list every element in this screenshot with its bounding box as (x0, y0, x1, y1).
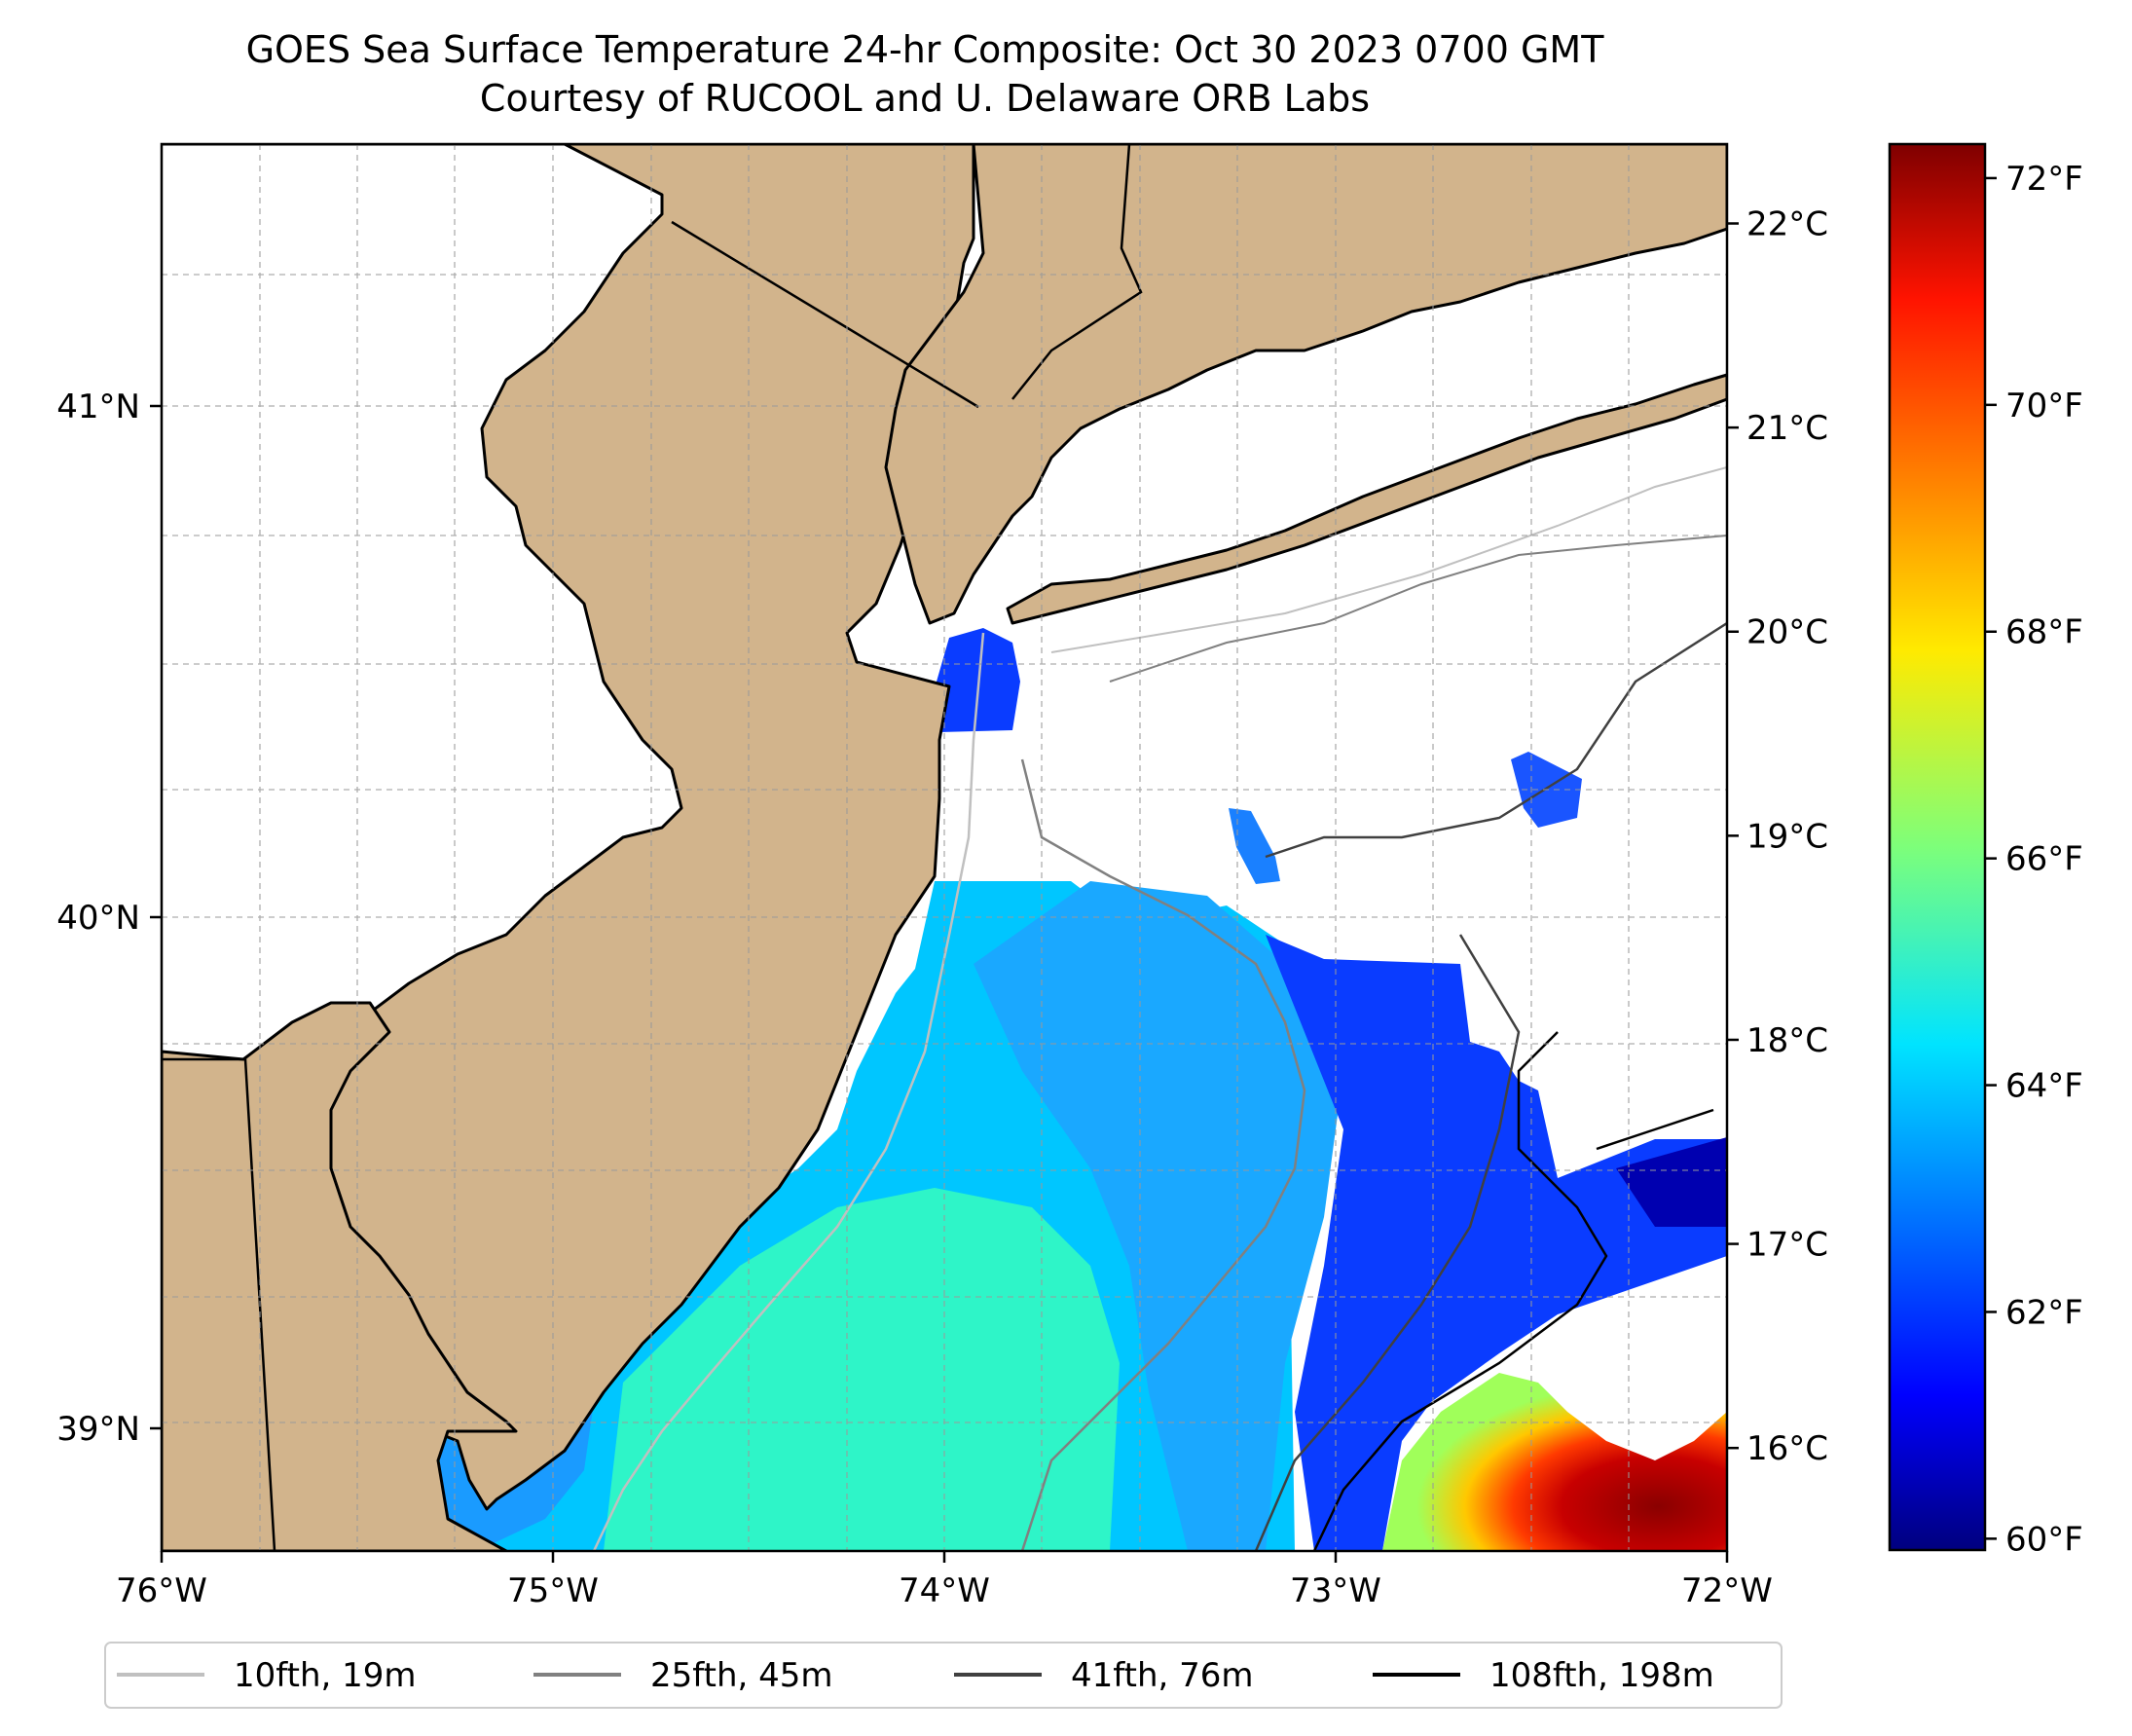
lon-tick-label: 72°W (1681, 1571, 1773, 1610)
contour-19m-ny (1050, 466, 1727, 653)
celsius-tick-label: 17°C (1746, 1226, 1828, 1265)
contour-198m (1312, 1031, 1714, 1551)
sst-midshelf-teal (604, 1188, 1120, 1551)
sst-offshore-blue (1266, 935, 1727, 1551)
celsius-axis: 22°C 21°C 20°C 19°C 18°C 17°C 16°C (1727, 205, 1828, 1468)
lat-tick-label: 39°N (56, 1410, 140, 1449)
chart-subtitle: Courtesy of RUCOOL and U. Delaware ORB L… (479, 77, 1371, 120)
sst-warm-core (1382, 1373, 1727, 1551)
legend-label: 108fth, 198m (1489, 1656, 1714, 1695)
legend-label: 10fth, 19m (234, 1656, 417, 1695)
map-panel (162, 144, 1727, 1551)
legend-label: 25fth, 45m (650, 1656, 833, 1695)
colorbar (1888, 142, 1987, 1552)
lon-tick-label: 73°W (1290, 1571, 1381, 1610)
lon-tick-label: 75°W (507, 1571, 599, 1610)
fahrenheit-tick-label: 68°F (2005, 613, 2083, 652)
fahrenheit-tick-label: 72°F (2005, 160, 2083, 199)
latitude-axis: 41°N 40°N 39°N (56, 388, 162, 1449)
land-long-island (1006, 373, 1727, 625)
contour-19m (592, 632, 985, 1551)
fahrenheit-tick-label: 70°F (2005, 387, 2083, 425)
celsius-tick-label: 22°C (1746, 205, 1828, 244)
celsius-tick-label: 18°C (1746, 1021, 1828, 1060)
ny-nj-border (671, 220, 979, 409)
fahrenheit-tick-label: 64°F (2005, 1067, 2083, 1106)
contour-45m (1020, 758, 1306, 1551)
fahrenheit-tick-label: 60°F (2005, 1520, 2083, 1559)
legend: 10fth, 19m 25fth, 45m 41fth, 76m 108fth, 19… (104, 1642, 1783, 1709)
fahrenheit-tick-label: 62°F (2005, 1293, 2083, 1332)
fahrenheit-tick-label: 66°F (2005, 840, 2083, 879)
sst-field (438, 628, 1727, 1551)
contour-76m (1254, 621, 1727, 1551)
celsius-tick-label: 16°C (1746, 1429, 1828, 1468)
sst-light-blue (974, 881, 1343, 1551)
celsius-tick-label: 21°C (1746, 409, 1828, 448)
bathymetry-contours (592, 466, 1727, 1551)
sst-coldest-patch (1616, 1137, 1727, 1227)
lat-tick-label: 40°N (56, 899, 140, 938)
longitude-axis: 76°W 75°W 74°W 73°W 72°W (116, 1551, 1773, 1610)
chart-title: GOES Sea Surface Temperature 24-hr Compo… (245, 28, 1604, 71)
legend-frame (104, 1642, 1783, 1709)
celsius-tick-label: 20°C (1746, 613, 1828, 652)
map-gridlines (162, 144, 1727, 1551)
contour-45m-offshore (1109, 535, 1727, 683)
lon-tick-label: 76°W (116, 1571, 207, 1610)
land-ny-ct (884, 144, 1727, 625)
legend-label: 41fth, 76m (1071, 1656, 1254, 1695)
fahrenheit-axis: 72°F 70°F 68°F 66°F 64°F 62°F 60°F (1985, 160, 2083, 1559)
lat-tick-label: 41°N (56, 388, 140, 426)
celsius-tick-label: 19°C (1746, 817, 1828, 856)
ny-ct-border (1011, 144, 1143, 400)
pa-de-border (162, 1057, 276, 1551)
state-boundaries (162, 144, 1143, 1551)
sst-speck-2 (1229, 808, 1280, 884)
lon-tick-label: 74°W (899, 1571, 990, 1610)
